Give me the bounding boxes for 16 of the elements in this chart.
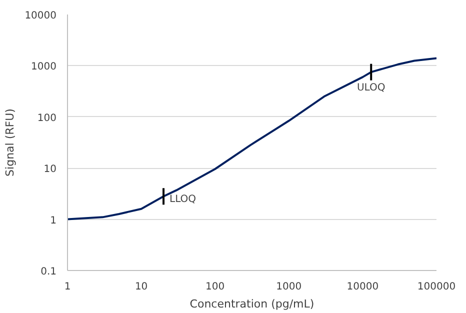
y-tick-label: 10 <box>44 164 57 176</box>
x-axis-title: Concentration (pg/mL) <box>190 298 314 310</box>
y-tick-label: 0.1 <box>40 266 57 278</box>
y-tick-label: 1000 <box>31 62 57 73</box>
x-tick-label: 1000 <box>276 282 302 292</box>
x-tick-label: 1 <box>64 282 71 292</box>
x-tick-label: 10 <box>134 282 148 292</box>
x-tick-label: 100 <box>206 282 225 292</box>
y-tick-label: 100 <box>37 112 57 124</box>
x-tick-label: 10000 <box>346 282 379 292</box>
y-tick-label: 10000 <box>24 10 56 22</box>
annotation: ULOQ <box>356 82 386 94</box>
annotation: LLOQ <box>170 194 196 205</box>
y-axis-title: Signal (RFU) <box>4 108 17 176</box>
x-tick-label: 100000 <box>417 282 456 292</box>
y-tick-label: 1 <box>50 215 57 226</box>
